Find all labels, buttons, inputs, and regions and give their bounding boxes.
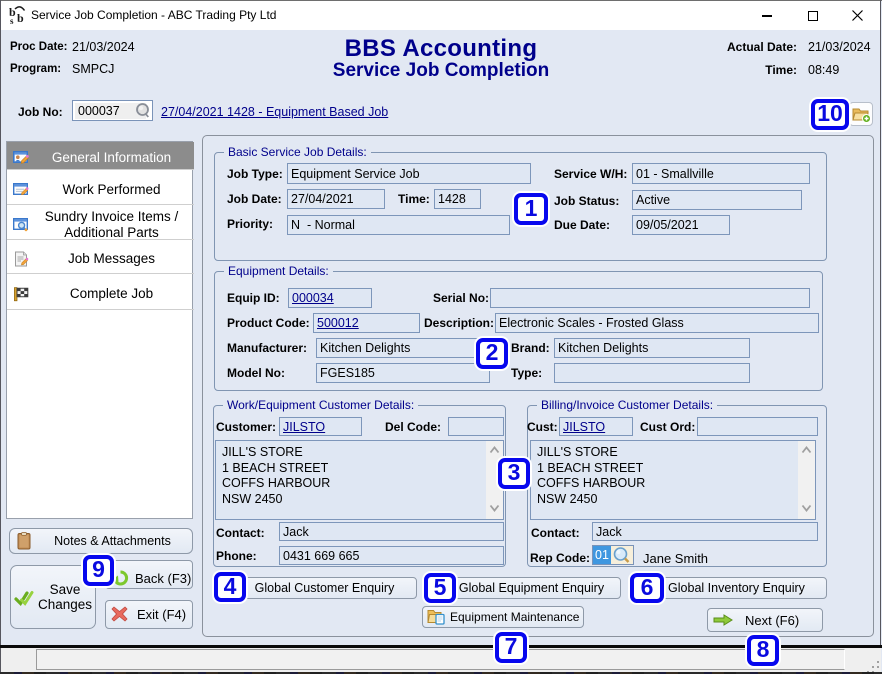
svg-text:b: b [17,11,24,25]
svg-text:s: s [10,16,14,25]
svg-text:b: b [9,5,16,19]
